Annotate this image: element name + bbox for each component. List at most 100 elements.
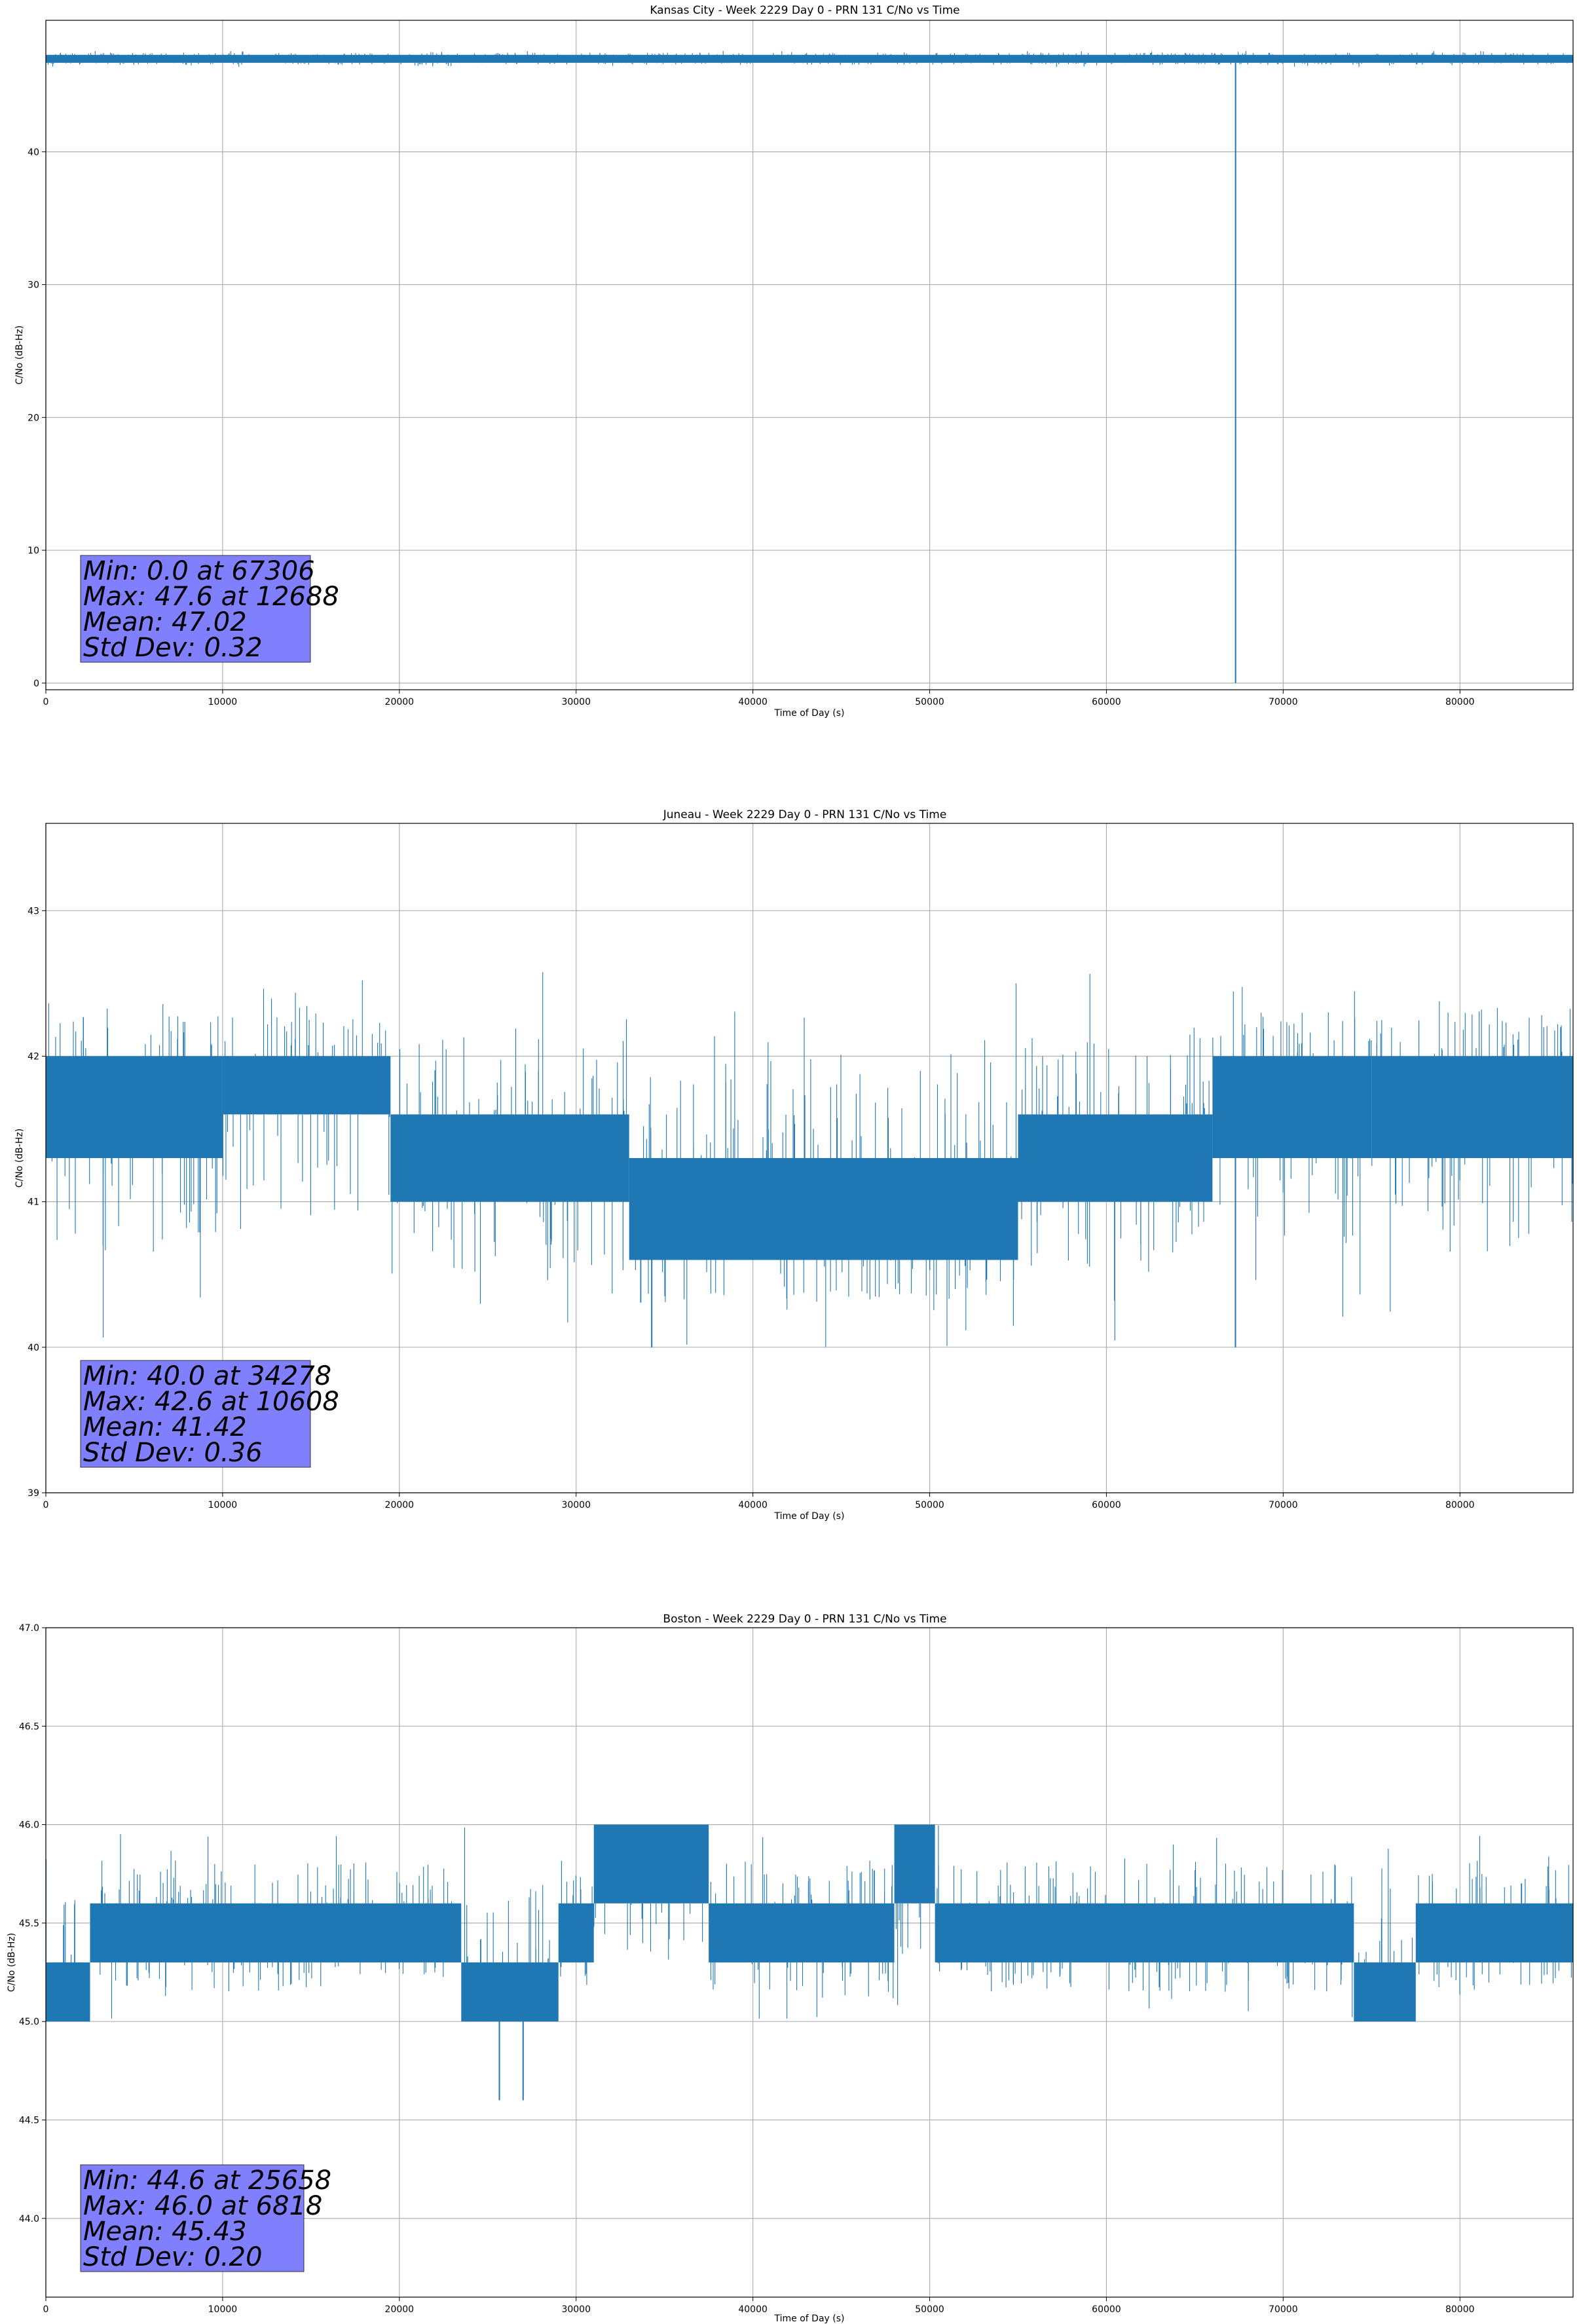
x-tick-label: 70000 bbox=[1269, 2304, 1298, 2315]
series-spikes bbox=[1358, 1848, 1413, 2022]
stat-mean: Mean: 41.42 bbox=[83, 1412, 247, 1442]
y-tick-label: 42 bbox=[28, 1051, 39, 1062]
series-spikes bbox=[222, 980, 390, 1229]
stats-box: Min: 0.0 at 67306 Max: 47.6 at 12688 Mea… bbox=[80, 555, 339, 663]
stats-box-background bbox=[80, 2164, 305, 2272]
stats-box: Min: 44.6 at 25658 Max: 46.0 at 6818 Mea… bbox=[80, 2164, 331, 2272]
series-band-segment bbox=[558, 1903, 594, 1962]
y-tick-label: 44.0 bbox=[19, 2214, 39, 2224]
stat-std-dev: Std Dev: 0.32 bbox=[83, 633, 263, 663]
x-tick-label: 80000 bbox=[1445, 1500, 1475, 1510]
x-axis-label: Time of Day (s) bbox=[774, 708, 845, 719]
x-tick-label: 50000 bbox=[915, 1500, 944, 1510]
stat-max: Max: 47.6 at 12688 bbox=[83, 582, 339, 612]
y-tick-label: 30 bbox=[28, 280, 39, 291]
series-band-segment bbox=[222, 1056, 391, 1115]
series-spikes bbox=[894, 1824, 933, 2005]
series-spikes bbox=[937, 1825, 1353, 2017]
y-tick-label: 43 bbox=[28, 906, 39, 916]
series-band-segment bbox=[894, 1824, 935, 1903]
series-spikes bbox=[1418, 1836, 1572, 1995]
series-band-segment bbox=[390, 1114, 629, 1202]
chart-title: Kansas City - Week 2229 Day 0 - PRN 131 … bbox=[650, 4, 959, 17]
series-band-segment bbox=[629, 1158, 1018, 1260]
y-tick-label: 47.0 bbox=[19, 1623, 39, 1634]
stat-std-dev: Std Dev: 0.36 bbox=[83, 1438, 263, 1468]
plot-area bbox=[45, 1824, 1573, 2101]
x-tick-label: 40000 bbox=[738, 697, 768, 707]
x-tick-label: 60000 bbox=[1092, 697, 1121, 707]
x-tick-label: 20000 bbox=[385, 697, 415, 707]
x-tick-label: 80000 bbox=[1445, 2304, 1475, 2315]
x-tick-label: 0 bbox=[43, 2304, 49, 2315]
series-spikes bbox=[1021, 973, 1210, 1341]
series-spikes bbox=[593, 1824, 703, 1960]
x-axis-ticks: 0 10000 20000 30000 40000 50000 60000 70000 8000… bbox=[43, 2297, 1475, 2315]
x-axis-ticks: 0 10000 20000 30000 40000 50000 60000 70000 8000… bbox=[43, 1493, 1475, 1510]
series-band-segment bbox=[461, 1962, 559, 2022]
series-band-segment bbox=[46, 54, 1573, 63]
x-tick-label: 50000 bbox=[915, 2304, 944, 2315]
y-axis-label: C/No (dB-Hz) bbox=[14, 1129, 25, 1188]
axes-frame bbox=[45, 1627, 1574, 2298]
grid-lines bbox=[45, 20, 1573, 690]
stat-mean: Mean: 45.43 bbox=[83, 2217, 247, 2247]
series-band-segment bbox=[709, 1903, 895, 1962]
chart-title: Boston - Week 2229 Day 0 - PRN 131 C/No … bbox=[663, 1613, 946, 1626]
y-axis-label: C/No (dB-Hz) bbox=[7, 1933, 17, 1992]
y-axis-label: C/No (dB-Hz) bbox=[14, 326, 25, 384]
x-tick-label: 60000 bbox=[1092, 1500, 1121, 1510]
x-tick-label: 10000 bbox=[208, 2304, 238, 2315]
axes-frame bbox=[45, 20, 1574, 690]
series-spikes bbox=[635, 983, 1017, 1347]
stat-std-dev: Std Dev: 0.20 bbox=[83, 2242, 263, 2272]
x-tick-label: 30000 bbox=[561, 1500, 591, 1510]
series-spikes bbox=[1371, 1001, 1573, 1312]
series-band-segment bbox=[593, 1824, 709, 1903]
x-tick-label: 10000 bbox=[208, 1500, 238, 1510]
x-tick-label: 0 bbox=[43, 1500, 49, 1510]
y-tick-label: 46.5 bbox=[19, 1721, 39, 1732]
stats-box-background bbox=[80, 1360, 311, 1468]
plot-area bbox=[46, 972, 1573, 1347]
chart-panel-kansas-city: Kansas City - Week 2229 Day 0 - PRN 131 … bbox=[14, 4, 1574, 719]
y-tick-label: 0 bbox=[33, 679, 39, 689]
series-spikes bbox=[102, 1004, 219, 1338]
x-tick-label: 0 bbox=[43, 697, 49, 707]
x-axis-label: Time of Day (s) bbox=[774, 1511, 845, 1522]
x-tick-label: 40000 bbox=[738, 2304, 768, 2315]
stats-box: Min: 40.0 at 34278 Max: 42.6 at 10608 Me… bbox=[80, 1360, 339, 1468]
x-tick-label: 40000 bbox=[738, 1500, 768, 1510]
chart-panel-juneau: Juneau - Week 2229 Day 0 - PRN 131 C/No … bbox=[14, 808, 1574, 1522]
y-tick-label: 40 bbox=[28, 147, 39, 158]
y-tick-label: 45.0 bbox=[19, 2017, 39, 2027]
x-tick-label: 70000 bbox=[1269, 697, 1298, 707]
series-band-segment bbox=[1415, 1903, 1573, 1962]
series-band-segment bbox=[1354, 1962, 1416, 2022]
y-axis-ticks: 39 40 41 42 43 bbox=[28, 906, 46, 1499]
series-spikes bbox=[560, 1860, 593, 1985]
series-band-segment bbox=[1018, 1114, 1213, 1202]
y-axis-ticks: 0 10 20 30 40 bbox=[28, 147, 46, 689]
x-tick-label: 30000 bbox=[561, 697, 591, 707]
series-band-segment bbox=[46, 1056, 99, 1158]
y-tick-label: 20 bbox=[28, 413, 39, 423]
series-spikes bbox=[464, 1827, 557, 2022]
series-spikes bbox=[47, 50, 1568, 67]
y-tick-label: 40 bbox=[28, 1343, 39, 1353]
series-spikes bbox=[48, 1003, 90, 1240]
y-tick-label: 41 bbox=[28, 1197, 39, 1208]
series-band-segment bbox=[935, 1903, 1354, 1962]
stat-min: Min: 0.0 at 67306 bbox=[83, 556, 315, 586]
stat-max: Max: 46.0 at 6818 bbox=[83, 2191, 322, 2221]
y-tick-label: 10 bbox=[28, 546, 39, 556]
axes-frame bbox=[45, 823, 1574, 1493]
stat-min: Min: 44.6 at 25658 bbox=[83, 2165, 331, 2196]
y-tick-label: 45.5 bbox=[19, 1919, 39, 1929]
plot-area bbox=[46, 50, 1573, 683]
series-spikes bbox=[100, 1834, 452, 2019]
stat-min: Min: 40.0 at 34278 bbox=[83, 1361, 331, 1391]
x-tick-label: 10000 bbox=[208, 697, 238, 707]
chart-title: Juneau - Week 2229 Day 0 - PRN 131 C/No … bbox=[663, 808, 947, 821]
